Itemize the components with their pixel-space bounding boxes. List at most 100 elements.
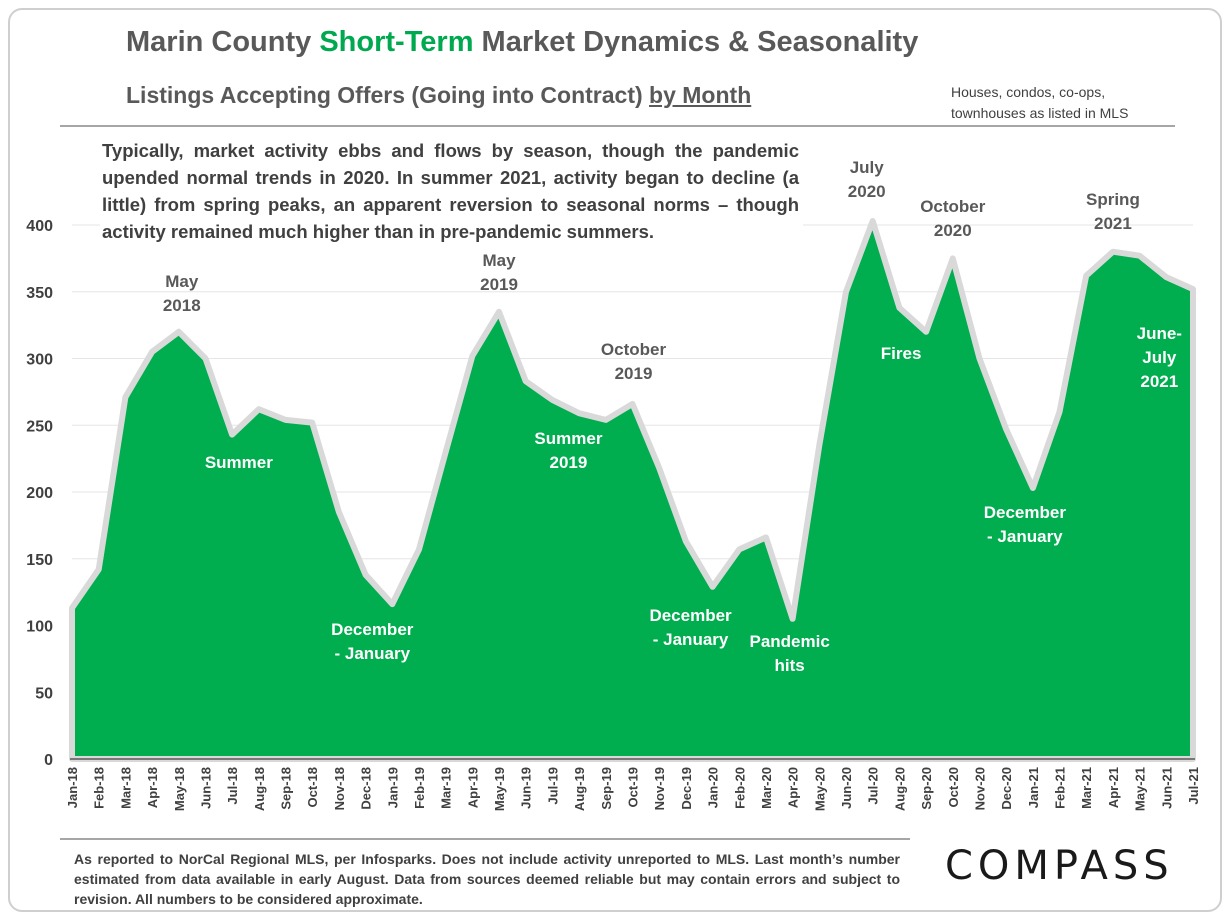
annotation-line: June- <box>1137 324 1182 343</box>
x-tick-label: Mar-21 <box>1079 767 1094 809</box>
x-tick-label: May-19 <box>492 767 507 811</box>
annotation-line: - January <box>653 630 729 649</box>
annotation-label: May 2019 <box>480 251 518 294</box>
y-tick-label: 350 <box>26 285 53 302</box>
x-tick-label: Mar-20 <box>759 767 774 809</box>
area-fill <box>69 218 1196 762</box>
y-tick-label: 400 <box>26 218 53 235</box>
annotation-line: 2021 <box>1094 214 1132 233</box>
annotation-label: October 2020 <box>920 197 986 240</box>
x-tick-label: Mar-19 <box>439 767 454 809</box>
x-tick-label: Aug-20 <box>892 767 907 811</box>
y-axis: 0 50 100 150 200 250 300 350 400 <box>26 218 53 769</box>
compass-logo: COMPASS <box>945 843 1174 889</box>
y-tick-label: 300 <box>26 352 53 369</box>
page-title: Marin County Short-Term Market Dynamics … <box>126 26 919 58</box>
annotation-line: hits <box>775 656 805 675</box>
x-tick-label: Sep-20 <box>919 767 934 810</box>
x-tick-label: Sep-18 <box>279 767 294 810</box>
annotation-label: July 2020 <box>848 158 886 201</box>
annotation-line: - January <box>334 644 410 663</box>
x-tick-label: Jan-21 <box>1026 767 1041 808</box>
x-tick-label: Apr-18 <box>145 767 160 808</box>
y-tick-label: 250 <box>26 418 53 435</box>
x-tick-label: Dec-19 <box>679 767 694 810</box>
x-tick-label: Jun-20 <box>839 767 854 809</box>
title-accent: Short-Term <box>319 26 474 58</box>
annotation-label: December - January <box>984 503 1067 546</box>
x-tick-label: Oct-19 <box>626 767 641 807</box>
x-tick-label: Jul-18 <box>225 767 240 805</box>
annotation-label: June- July 2021 <box>1137 324 1182 391</box>
annotation-line: 2021 <box>1140 372 1178 391</box>
annotation-line: Spring <box>1086 190 1140 209</box>
area-series <box>69 218 1196 762</box>
annotation-line: Summer <box>205 453 273 472</box>
x-tick-label: Jan-18 <box>65 767 80 808</box>
annotation-line: December <box>331 620 414 639</box>
chart-annotations: May 2018 Summer December - January May 2019 Sum… <box>163 158 1182 675</box>
x-tick-label: Nov-19 <box>652 767 667 810</box>
subtitle-underlined: by Month <box>649 82 752 108</box>
annotation-label: December - January <box>649 606 732 649</box>
annotation-line: 2019 <box>550 453 588 472</box>
x-tick-label: Mar-18 <box>118 767 133 809</box>
annotation-line: - January <box>987 527 1063 546</box>
source-footnote: As reported to NorCal Regional MLS, per … <box>74 851 900 907</box>
x-tick-label: Dec-20 <box>999 767 1014 810</box>
annotation-line: October <box>920 197 986 216</box>
annotation-line: Summer <box>534 429 602 448</box>
header-divider <box>60 125 1175 127</box>
property-types-note: Houses, condos, co-ops, townhouses as li… <box>951 84 1129 121</box>
x-tick-label: May-18 <box>172 767 187 811</box>
x-tick-label: Feb-21 <box>1053 767 1068 809</box>
chart-frame <box>8 8 1222 912</box>
annotation-label: Spring 2021 <box>1086 190 1140 233</box>
annotation-label: December - January <box>331 620 414 663</box>
x-tick-label: Jul-20 <box>866 767 881 805</box>
x-tick-label: Nov-18 <box>332 767 347 810</box>
annotation-line: Pandemic <box>749 632 829 651</box>
x-tick-label: Oct-20 <box>946 767 961 807</box>
annotation-line: May <box>483 251 517 270</box>
annotation-label: Fires <box>881 344 922 363</box>
annotation-line: May <box>165 272 199 291</box>
annotation-line: 2019 <box>615 364 653 383</box>
annotation-line: October <box>601 340 667 359</box>
y-tick-label: 50 <box>35 685 53 702</box>
x-tick-label: Nov-20 <box>972 767 987 810</box>
x-tick-label: Jan-19 <box>385 767 400 808</box>
annotation-line: 2020 <box>934 221 972 240</box>
annotation-line: 2020 <box>848 182 886 201</box>
x-tick-label: Jul-21 <box>1186 767 1201 805</box>
annotation-label: October 2019 <box>601 340 667 383</box>
y-tick-label: 200 <box>26 485 53 502</box>
footer-divider <box>60 838 910 840</box>
annotation-label: May 2018 <box>163 272 201 315</box>
annotation-line: Fires <box>881 344 922 363</box>
x-tick-label: Jul-19 <box>545 767 560 805</box>
y-tick-label: 100 <box>26 619 53 636</box>
x-tick-label: Feb-18 <box>92 767 107 809</box>
x-tick-label: Jan-20 <box>706 767 721 808</box>
x-tick-label: May-20 <box>812 767 827 811</box>
annotation-line: 2019 <box>480 275 518 294</box>
annotation-line: 2018 <box>163 296 201 315</box>
annotation-label: Summer <box>205 453 273 472</box>
chart-subtitle: Listings Accepting Offers (Going into Co… <box>126 82 752 108</box>
x-axis: Jan-18 Feb-18 Mar-18 Apr-18 May-18 Jun-18 Jul-… <box>65 758 1201 811</box>
x-tick-label: Feb-20 <box>732 767 747 809</box>
y-tick-label: 0 <box>44 752 53 769</box>
x-tick-label: Jun-21 <box>1159 767 1174 809</box>
x-tick-label: Jun-19 <box>519 767 534 809</box>
x-tick-label: Apr-20 <box>786 767 801 808</box>
description-text: Typically, market activity ebbs and flow… <box>100 135 803 249</box>
x-tick-label: Apr-19 <box>465 767 480 808</box>
annotation-line: July <box>1142 348 1177 367</box>
x-tick-label: May-21 <box>1133 767 1148 811</box>
x-tick-label: Jun-18 <box>198 767 213 809</box>
x-tick-label: Feb-19 <box>412 767 427 809</box>
annotation-line: December <box>984 503 1067 522</box>
x-tick-label: Dec-18 <box>359 767 374 810</box>
